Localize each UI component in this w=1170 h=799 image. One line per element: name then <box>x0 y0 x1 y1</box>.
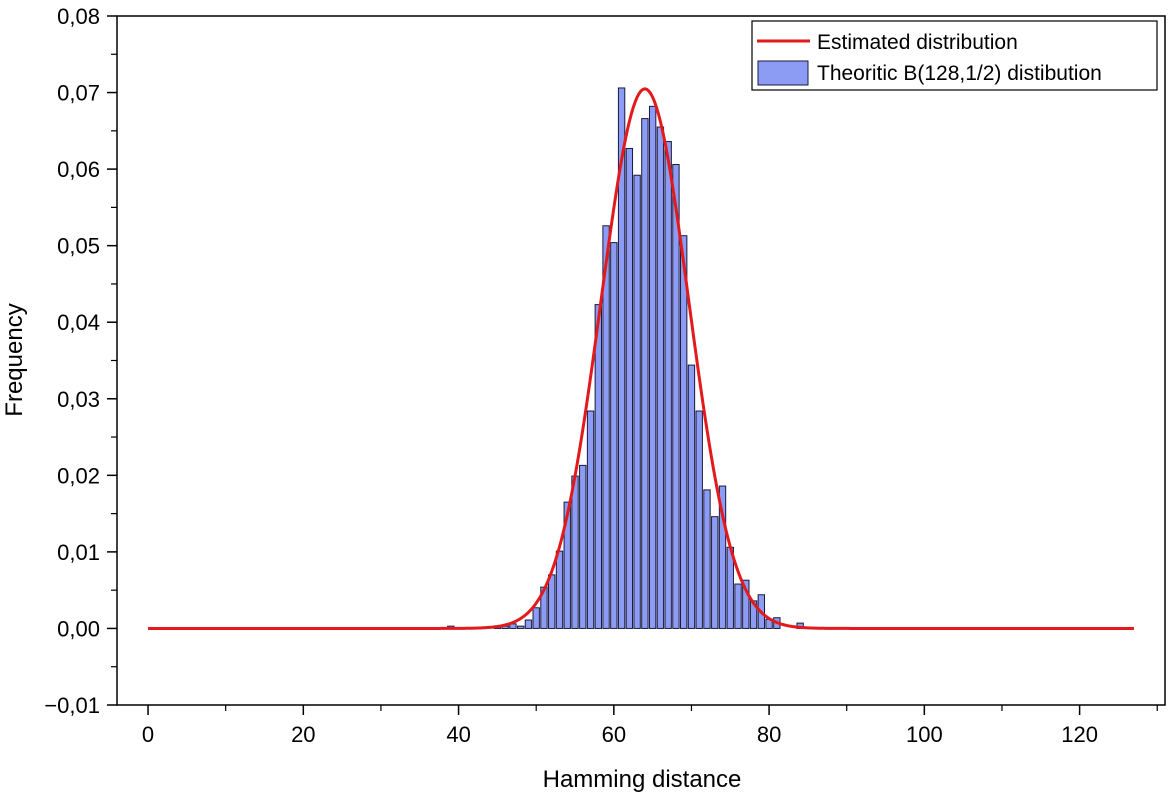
legend-box <box>751 20 1158 91</box>
legend: Estimated distribution Theoritic B(128,1… <box>751 20 1158 91</box>
bar-68 <box>672 164 680 629</box>
bar-65 <box>648 105 657 629</box>
bar-57 <box>586 410 595 629</box>
bar-64 <box>641 118 649 629</box>
bar-48 <box>516 625 525 629</box>
bar-55 <box>571 475 579 629</box>
bar-69 <box>680 235 688 629</box>
x-tick-label: 20 <box>291 722 315 747</box>
y-tick-label: −0,01 <box>44 693 100 718</box>
x-tick-label: 120 <box>1061 722 1098 747</box>
bar-52 <box>548 574 556 629</box>
bar-61 <box>617 87 626 629</box>
y-tick-label: 0,05 <box>57 234 100 259</box>
legend-label-theoretic: Theoritic B(128,1/2) distibution <box>817 62 1102 85</box>
y-axis-title: Frequency <box>1 303 28 416</box>
x-tick-label: 100 <box>906 722 943 747</box>
y-tick-label: 0,03 <box>57 387 100 412</box>
bar-63 <box>633 174 641 629</box>
bar-53 <box>555 550 564 629</box>
bar-67 <box>664 141 672 629</box>
bar-66 <box>656 126 665 629</box>
bar-76 <box>734 583 742 629</box>
bar-56 <box>579 464 587 629</box>
bar-54 <box>563 501 571 629</box>
y-tick-label: 0,08 <box>57 4 100 29</box>
legend-label-estimated: Estimated distribution <box>817 31 1018 54</box>
bar-series <box>447 87 804 629</box>
x-tick-label: 60 <box>602 722 626 747</box>
y-tick-label: 0,02 <box>57 463 100 488</box>
bar-49 <box>524 619 533 629</box>
bar-70 <box>687 364 696 629</box>
estimated-distribution-line <box>148 87 1134 630</box>
bar-59 <box>602 225 610 629</box>
bar-58 <box>594 304 602 629</box>
y-tick-label: 0,04 <box>57 310 100 335</box>
x-axis-title: Hamming distance <box>543 766 742 793</box>
bar-73 <box>711 516 719 629</box>
y-tick-label: 0,01 <box>57 540 100 565</box>
y-tick-label: 0,00 <box>57 616 100 641</box>
bar-74 <box>718 485 727 629</box>
axes <box>107 15 1166 715</box>
bar-50 <box>532 607 540 629</box>
bar-62 <box>625 147 634 629</box>
legend-bar-swatch <box>757 60 809 86</box>
x-tick-label: 0 <box>142 722 154 747</box>
bar-72 <box>703 489 711 629</box>
tick-labels: 0 20 40 60 80 100 120 −0,01 0,00 0,01 0,02 0,03 0,04… <box>44 4 1098 747</box>
y-tick-label: 0,07 <box>57 81 100 106</box>
plot-frame <box>116 15 1166 706</box>
x-tick-label: 40 <box>446 722 470 747</box>
line-series <box>148 87 1134 630</box>
bar-60 <box>610 242 618 629</box>
bar-71 <box>695 410 703 629</box>
y-tick-label: 0,06 <box>57 157 100 182</box>
x-tick-label: 80 <box>757 722 781 747</box>
bar-77 <box>742 579 750 629</box>
